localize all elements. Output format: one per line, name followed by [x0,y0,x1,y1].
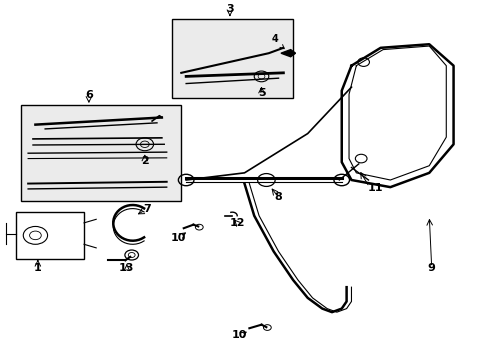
Text: 2: 2 [141,156,148,166]
Polygon shape [281,50,295,57]
Text: 12: 12 [229,219,244,229]
Text: 10: 10 [171,233,186,243]
Text: 10: 10 [231,330,247,340]
Text: 11: 11 [367,183,383,193]
Text: 7: 7 [143,204,151,214]
Text: 8: 8 [274,192,282,202]
Text: 4: 4 [271,35,284,49]
Bar [21,105,181,202]
Bar [16,212,84,258]
Text: 6: 6 [85,90,93,100]
Bar [171,19,292,98]
Text: 13: 13 [119,263,134,273]
Text: 1: 1 [34,263,41,273]
Text: 3: 3 [225,4,233,14]
Text: 5: 5 [257,88,265,98]
Text: 9: 9 [427,263,435,273]
